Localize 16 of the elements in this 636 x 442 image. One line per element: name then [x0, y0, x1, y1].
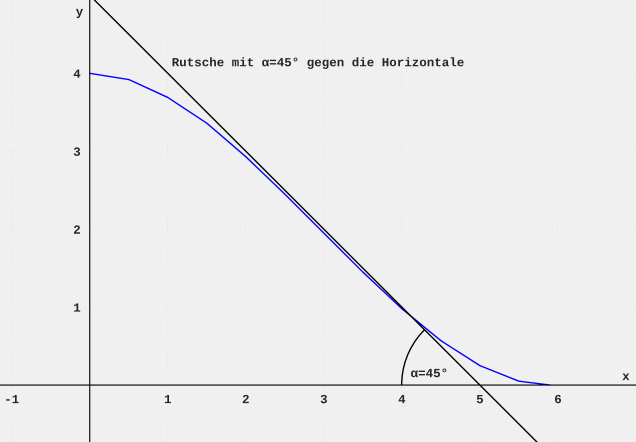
- x-tick-label: 6: [554, 394, 562, 404]
- x-tick-label: -1: [6, 394, 19, 404]
- y-tick-label: 1: [74, 303, 80, 312]
- y-tick-label: 3: [74, 147, 80, 156]
- y-tick-label: 4: [74, 70, 80, 78]
- text: Rutsche mit α=45° gegen die Horizontale: [172, 57, 464, 69]
- x-tick-label: 2: [242, 394, 249, 404]
- line-series: [89, 72, 551, 386]
- x-tick-label: 4: [398, 394, 406, 404]
- x-tick-label: 3: [320, 394, 327, 404]
- x-axis-title: x: [622, 374, 630, 380]
- y-tick-label: 2: [74, 225, 80, 234]
- x-tick-label: 1: [164, 394, 171, 404]
- x-tick-label: 5: [476, 394, 484, 404]
- y-axis-title: y: [76, 8, 84, 18]
- annotation: α=45°: [411, 368, 446, 378]
